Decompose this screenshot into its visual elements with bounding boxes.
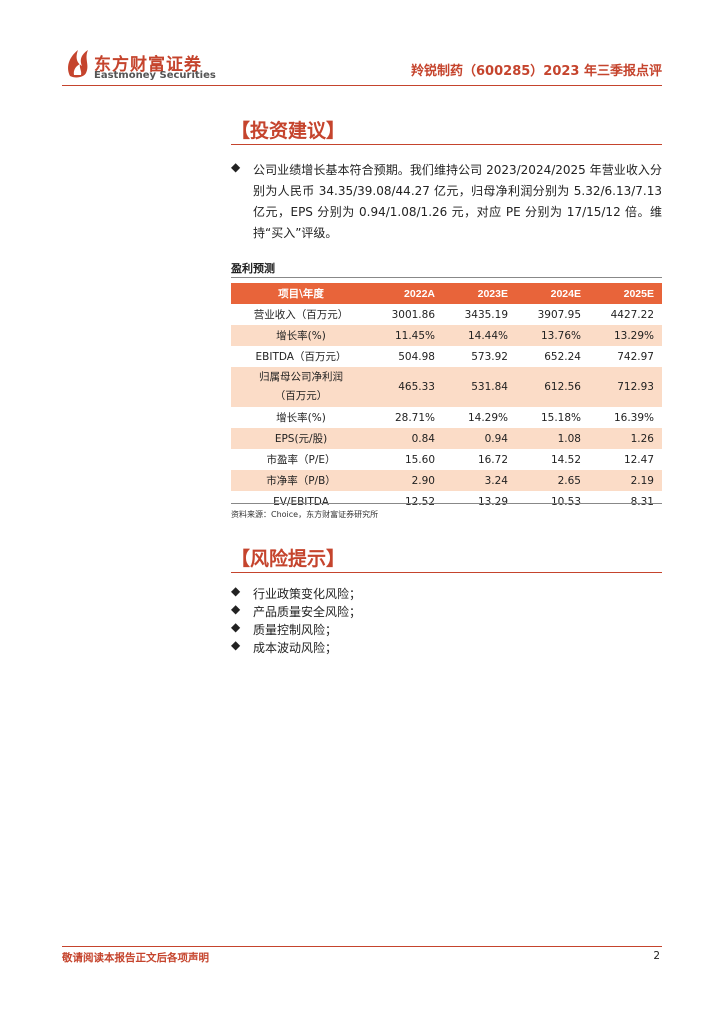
row-label-line: （百万元） — [274, 390, 328, 402]
header-cell: 2022A — [370, 283, 443, 304]
table-cell: 14.52 — [550, 453, 581, 466]
table-cell: 612.56 — [516, 367, 589, 407]
report-title: 羚锐制药（600285）2023 年三季报点评 — [411, 64, 662, 79]
table-caption: 盈利预测 — [231, 262, 275, 275]
page-number: 2 — [653, 950, 660, 962]
table-cell: 2.65 — [516, 470, 589, 491]
table-cell: 531.84 — [443, 367, 516, 407]
footer-divider — [62, 946, 662, 947]
table-cell: 712.93 — [589, 367, 662, 407]
table-row: 市盈率（P/E） 15.60 16.72 14.52 12.47 — [231, 449, 662, 470]
risk-bullet: ◆ 成本波动风险； — [231, 638, 662, 659]
table-row: 市净率（P/B） 2.90 3.24 2.65 2.19 — [231, 470, 662, 491]
logo-flame-icon — [68, 50, 88, 78]
table-cell: 13.29 — [477, 495, 508, 508]
table-cell: 465.33 — [370, 367, 443, 407]
table-cell: 14.29% — [467, 411, 508, 424]
table-cell: 2.90 — [370, 470, 443, 491]
table-bottom-divider — [231, 503, 662, 504]
header-cell: 项目\年度 — [231, 283, 370, 304]
table-cell: 12.52 — [404, 495, 435, 508]
header-cell: 2023E — [443, 283, 516, 304]
header-cell: 2024E — [516, 283, 589, 304]
risk-item: 行业政策变化风险； — [253, 587, 362, 601]
source-note: 资料来源：Choice，东方财富证券研究所 — [231, 510, 379, 519]
table-cell: 742.97 — [617, 350, 654, 363]
risk-section-title: 【风险提示】 — [231, 548, 346, 570]
table-cell: 16.39% — [613, 411, 654, 424]
table-row: EV/EBITDA 12.52 13.29 10.53 8.31 — [231, 491, 662, 512]
table-cell: 15.60 — [404, 453, 435, 466]
table-cell: 0.94 — [443, 428, 516, 449]
diamond-bullet-icon: ◆ — [231, 620, 241, 634]
row-label: 归属母公司净利润 （百万元） — [231, 367, 370, 407]
table-cell: 1.08 — [516, 428, 589, 449]
row-label: EV/EBITDA — [273, 495, 329, 508]
table-cell: 1.26 — [589, 428, 662, 449]
risk-item: 产品质量安全风险； — [253, 605, 362, 619]
diamond-bullet-icon: ◆ — [231, 160, 241, 174]
table-cell: 3.24 — [443, 470, 516, 491]
table-cell: 504.98 — [398, 350, 435, 363]
footer-disclaimer: 敬请阅读本报告正文后各项声明 — [62, 952, 209, 964]
table-cell: 13.76% — [516, 325, 589, 346]
table-cell: 3435.19 — [464, 308, 508, 321]
table-cell: 14.44% — [443, 325, 516, 346]
header-cell: 2025E — [589, 283, 662, 304]
row-label: 市净率（P/B） — [231, 470, 370, 491]
table-row: EPS(元/股) 0.84 0.94 1.08 1.26 — [231, 428, 662, 449]
row-label: 增长率(%) — [276, 412, 326, 424]
risk-bullet: ◆ 产品质量安全风险； — [231, 602, 662, 623]
table-row: EBITDA（百万元） 504.98 573.92 652.24 742.97 — [231, 346, 662, 367]
logo-en-text: Eastmoney Securities — [94, 70, 216, 81]
table-cell: 10.53 — [550, 495, 581, 508]
header-divider — [62, 85, 662, 86]
diamond-bullet-icon: ◆ — [231, 602, 241, 616]
table-cell: 573.92 — [471, 350, 508, 363]
invest-section-divider — [231, 144, 662, 145]
table-cell: 15.18% — [540, 411, 581, 424]
table-cell: 0.84 — [370, 428, 443, 449]
invest-bullet: ◆ 公司业绩增长基本符合预期。我们维持公司 2023/2024/2025 年营业… — [231, 160, 662, 244]
risk-item: 成本波动风险； — [253, 641, 338, 655]
table-header-row: 项目\年度 2022A 2023E 2024E 2025E — [231, 283, 662, 304]
table-cell: 13.29% — [589, 325, 662, 346]
invest-text: 公司业绩增长基本符合预期。我们维持公司 2023/2024/2025 年营业收入… — [253, 163, 662, 240]
table-row: 增长率(%) 11.45% 14.44% 13.76% 13.29% — [231, 325, 662, 346]
table-cell: 11.45% — [370, 325, 443, 346]
table-cell: 28.71% — [394, 411, 435, 424]
table-cell: 2.19 — [589, 470, 662, 491]
risk-section-divider — [231, 572, 662, 573]
forecast-table: 项目\年度 2022A 2023E 2024E 2025E 营业收入（百万元） … — [231, 283, 662, 512]
invest-section-title: 【投资建议】 — [231, 120, 346, 142]
table-cell: 652.24 — [544, 350, 581, 363]
risk-item: 质量控制风险； — [253, 623, 338, 637]
row-label: EPS(元/股) — [231, 428, 370, 449]
row-label: 营业收入（百万元） — [253, 309, 349, 321]
table-row: 增长率(%) 28.71% 14.29% 15.18% 16.39% — [231, 407, 662, 428]
table-row: 营业收入（百万元） 3001.86 3435.19 3907.95 4427.2… — [231, 304, 662, 325]
table-cell: 8.31 — [630, 495, 654, 508]
table-cell: 4427.22 — [610, 308, 654, 321]
table-cell: 12.47 — [623, 453, 654, 466]
diamond-bullet-icon: ◆ — [231, 584, 241, 598]
table-row: 归属母公司净利润 （百万元） 465.33 531.84 612.56 712.… — [231, 367, 662, 407]
caption-divider — [231, 277, 662, 278]
risk-bullet: ◆ 质量控制风险； — [231, 620, 662, 641]
row-label: 增长率(%) — [231, 325, 370, 346]
table-cell: 3907.95 — [537, 308, 581, 321]
table-cell: 16.72 — [477, 453, 508, 466]
diamond-bullet-icon: ◆ — [231, 638, 241, 652]
table-cell: 3001.86 — [391, 308, 435, 321]
row-label: EBITDA（百万元） — [255, 351, 347, 363]
row-label-line: 归属母公司净利润 — [259, 371, 343, 383]
row-label: 市盈率（P/E） — [266, 454, 336, 466]
company-logo: 东方财富证券 Eastmoney Securities — [64, 46, 224, 84]
risk-bullet: ◆ 行业政策变化风险； — [231, 584, 662, 605]
logo-cn-text: 东方财富证券 — [94, 55, 202, 75]
